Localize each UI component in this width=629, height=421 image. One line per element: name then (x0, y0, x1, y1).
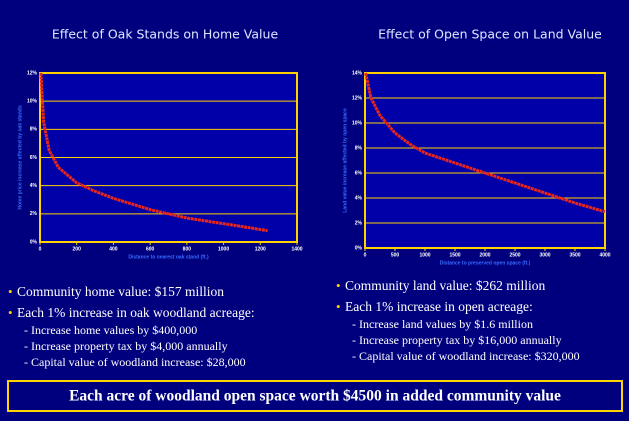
y-tick-label: 2% (30, 211, 38, 217)
y-tick-label: 4% (355, 195, 363, 201)
sub-bullet: - Increase home values by $400,000 (24, 323, 197, 337)
chart-title: Effect of Open Space on Land Value (378, 27, 602, 42)
x-tick-label: 800 (183, 246, 192, 252)
x-tick-label: 3000 (539, 252, 550, 258)
bullet-dot: • (8, 284, 13, 299)
sub-bullet: - Capital value of woodland increase: $3… (352, 349, 580, 363)
sub-bullet: - Increase property tax by $16,000 annua… (352, 333, 562, 347)
y-tick-label: 14% (352, 70, 363, 76)
x-tick-label: 2000 (479, 252, 490, 258)
y-tick-label: 2% (355, 220, 363, 226)
chart-title: Effect of Oak Stands on Home Value (52, 27, 279, 42)
x-tick-label: 4000 (599, 252, 610, 258)
y-tick-label: 10% (352, 120, 363, 126)
x-tick-label: 500 (391, 252, 400, 258)
y-axis-label: Land value increase affected by open spa… (342, 108, 348, 213)
y-axis-label: Home price increase affected by oak stan… (17, 105, 23, 209)
bullet: Community land value: $262 million (345, 278, 545, 293)
x-tick-label: 0 (364, 252, 367, 258)
y-tick-label: 12% (27, 70, 38, 76)
x-tick-label: 2500 (509, 252, 520, 258)
x-tick-label: 600 (146, 246, 155, 252)
bullet: Each 1% increase in oak woodland acreage… (17, 305, 255, 320)
y-tick-label: 4% (30, 183, 38, 189)
x-axis-label: Distance to nearest oak stand (ft.) (128, 254, 209, 260)
footer-box (7, 380, 623, 412)
y-tick-label: 12% (352, 95, 363, 101)
plot-area (364, 72, 606, 249)
sub-bullet: - Capital value of woodland increase: $2… (24, 355, 246, 369)
x-tick-label: 1200 (255, 246, 266, 252)
y-tick-label: 6% (30, 155, 38, 161)
y-tick-label: 8% (355, 145, 363, 151)
bullet: Community home value: $157 million (17, 284, 224, 299)
sub-bullet: - Increase property tax by $4,000 annual… (24, 339, 228, 353)
x-axis-label: Distance to preserved open space (ft.) (440, 260, 531, 266)
y-tick-label: 6% (355, 170, 363, 176)
x-tick-label: 1000 (419, 252, 430, 258)
x-tick-label: 1400 (291, 246, 302, 252)
footer: Each acre of woodland open space worth $… (69, 388, 561, 405)
x-tick-label: 0 (39, 246, 42, 252)
x-tick-label: 400 (109, 246, 118, 252)
y-tick-label: 8% (30, 127, 38, 133)
x-tick-label: 200 (73, 246, 82, 252)
curve (39, 72, 268, 233)
bullet-dot: • (336, 278, 341, 293)
sub-bullet: - Increase land values by $1.6 million (352, 317, 533, 331)
bullet-dot: • (8, 305, 13, 320)
bullet: Each 1% increase in open acreage: (345, 299, 533, 314)
curve (364, 72, 606, 214)
y-tick-label: 10% (27, 98, 38, 104)
x-tick-label: 3500 (569, 252, 580, 258)
y-tick-label: 0% (30, 239, 38, 245)
y-tick-label: 0% (355, 245, 363, 251)
x-tick-label: 1500 (449, 252, 460, 258)
bullet-dot: • (336, 299, 341, 314)
x-tick-label: 1000 (218, 246, 229, 252)
